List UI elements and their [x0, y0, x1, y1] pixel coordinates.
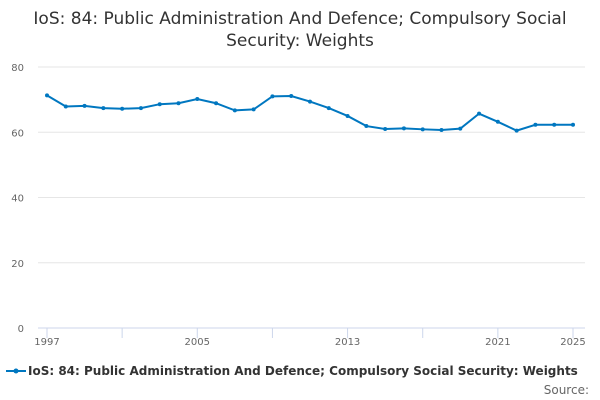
- data-point: [308, 99, 312, 104]
- data-point: [289, 94, 294, 99]
- data-point: [401, 126, 406, 131]
- data-point: [345, 113, 350, 118]
- data-point: [214, 101, 219, 106]
- legend[interactable]: IoS: 84: Public Administration And Defen…: [6, 364, 578, 378]
- legend-label: IoS: 84: Public Administration And Defen…: [28, 364, 578, 378]
- data-point: [495, 119, 500, 124]
- data-point: [439, 127, 444, 132]
- x-tick-label: 2021: [485, 337, 510, 348]
- data-point: [477, 111, 482, 116]
- source-label: Source:: [543, 383, 589, 397]
- data-point: [176, 101, 181, 106]
- chart-title: IoS: 84: Public Administration And Defen…: [33, 9, 567, 51]
- data-point: [251, 107, 256, 112]
- data-point: [571, 122, 575, 127]
- legend-line-icon: [6, 368, 26, 374]
- data-point: [552, 122, 557, 127]
- data-point: [533, 122, 538, 127]
- data-point: [120, 106, 125, 111]
- data-point: [45, 93, 49, 98]
- data-point: [364, 124, 369, 129]
- data-point: [195, 96, 200, 101]
- data-point: [138, 106, 143, 111]
- data-point: [326, 106, 331, 111]
- data-point: [420, 127, 425, 132]
- data-point: [63, 104, 68, 109]
- data-point: [232, 108, 237, 113]
- y-tick-label: 80: [11, 63, 24, 74]
- y-tick-label: 20: [11, 259, 24, 270]
- y-tick-label: 0: [18, 324, 24, 335]
- data-point: [383, 126, 388, 131]
- data-point: [270, 94, 275, 99]
- x-tick-label: 2025: [560, 337, 585, 348]
- y-tick-label: 60: [11, 128, 24, 139]
- x-tick-label: 2013: [335, 337, 360, 348]
- data-point: [458, 126, 463, 131]
- x-tick-label: 2005: [185, 337, 210, 348]
- data-point: [101, 106, 106, 111]
- data-point: [157, 102, 162, 107]
- data-point: [514, 128, 519, 133]
- data-point: [82, 103, 87, 108]
- y-tick-label: 40: [11, 194, 24, 205]
- x-tick-label: 1997: [34, 337, 59, 348]
